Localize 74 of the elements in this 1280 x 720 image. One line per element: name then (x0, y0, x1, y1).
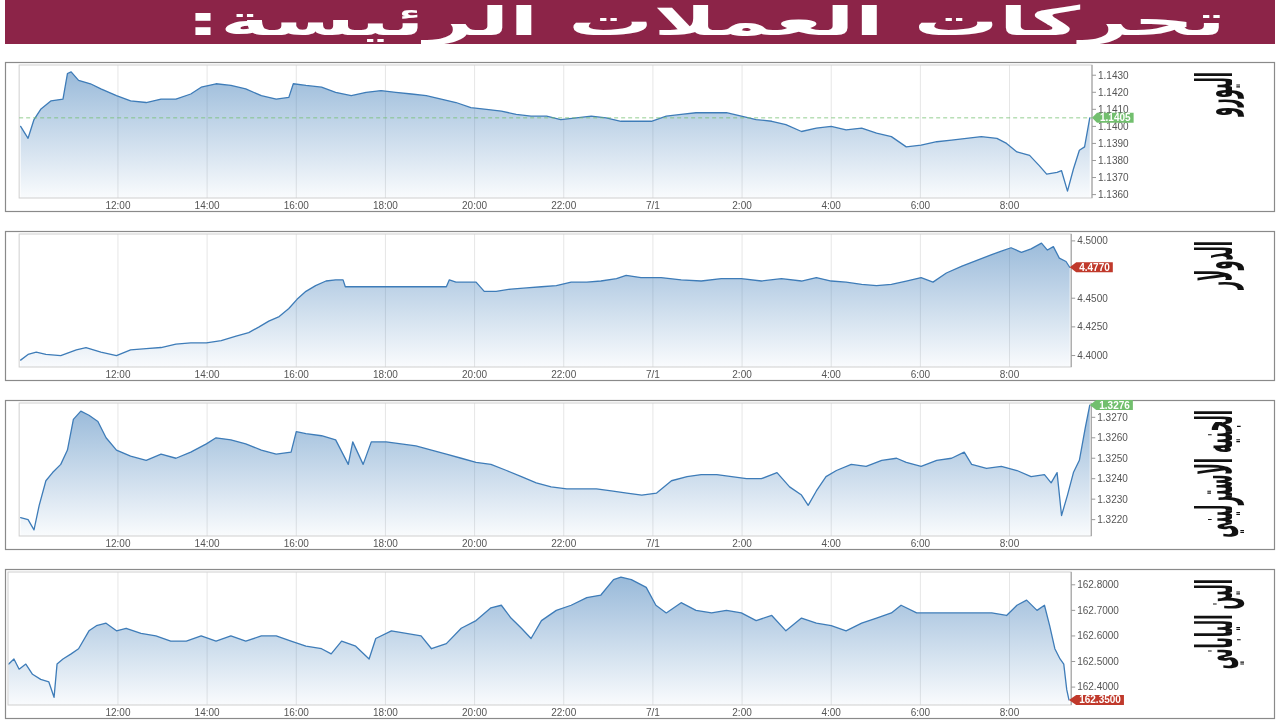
annotation: 162.3500 (1079, 694, 1122, 706)
x-tick-label: 2:00 (732, 707, 753, 718)
y-tick-label: 1.1370 (1098, 171, 1130, 183)
y-tick-label: 1.1380 (1098, 154, 1130, 166)
y-tick-label: 1.3250 (1097, 452, 1129, 464)
x-tick-label: 18:00 (372, 707, 399, 718)
x-tick-label: 4:00 (821, 200, 842, 211)
x-tick-label: 12:00 (105, 707, 131, 718)
x-tick-label: 2:00 (732, 538, 753, 549)
x-tick-label: 4:00 (821, 538, 842, 549)
x-tick-label: 18:00 (372, 369, 399, 380)
y-tick-label: 4.4250 (1077, 321, 1109, 333)
x-tick-label: 22:00 (551, 707, 577, 718)
x-tick-label: 6:00 (910, 200, 931, 211)
x-tick-label: 20:00 (462, 538, 488, 549)
x-tick-label: 4:00 (821, 707, 842, 718)
x-tick-label: 16:00 (283, 200, 310, 211)
y-tick-label: 4.4500 (1077, 292, 1109, 304)
x-tick-label: 16:00 (283, 538, 310, 549)
y-tick-label: 162.6000 (1077, 630, 1120, 642)
x-tick-label: 22:00 (551, 538, 577, 549)
x-tick-label: 14:00 (194, 369, 221, 380)
x-tick-label: 2:00 (732, 369, 753, 380)
x-tick-label: 20:00 (462, 707, 488, 718)
y-tick-label: 1.1430 (1098, 69, 1130, 81)
x-tick-label: 14:00 (194, 707, 221, 718)
x-tick-label: 20:00 (462, 369, 488, 380)
y-tick-label: 1.1410 (1098, 103, 1130, 115)
x-tick-label: 14:00 (194, 200, 221, 211)
x-tick-label: 14:00 (194, 538, 221, 549)
x-tick-label: 8:00 (999, 369, 1020, 380)
annotation: 4.4770 (1079, 261, 1111, 273)
x-tick-label: 22:00 (551, 369, 577, 380)
y-tick-label: 4.5000 (1077, 235, 1109, 247)
x-tick-label: 7/1 (645, 707, 661, 718)
y-tick-label: 1.1390 (1098, 137, 1130, 149)
y-tick-label: 1.3240 (1097, 473, 1129, 485)
x-tick-label: 6:00 (910, 538, 931, 549)
x-tick-label: 8:00 (999, 707, 1020, 718)
y-axis-title: الين الياباني (1185, 579, 1245, 670)
text: تحركات العملات الرئيسة: (186, 0, 1226, 46)
y-tick-label: 1.3230 (1097, 493, 1129, 505)
x-tick-label: 12:00 (105, 200, 131, 211)
y-tick-label: 1.1420 (1098, 86, 1130, 98)
y-tick-label: 162.8000 (1077, 579, 1120, 591)
y-tick-label: 1.3270 (1097, 411, 1129, 423)
x-tick-label: 20:00 (462, 200, 488, 211)
x-tick-label: 2:00 (732, 200, 753, 211)
y-axis-title: الدولار (1185, 241, 1245, 291)
x-tick-label: 7/1 (645, 369, 661, 380)
x-tick-label: 22:00 (551, 200, 577, 211)
y-tick-label: 1.1360 (1098, 188, 1130, 200)
x-tick-label: 18:00 (372, 200, 399, 211)
x-tick-label: 12:00 (105, 369, 131, 380)
y-tick-label: 162.4000 (1077, 681, 1120, 693)
x-tick-label: 6:00 (910, 707, 931, 718)
x-tick-label: 16:00 (283, 369, 310, 380)
y-tick-label: 1.3220 (1097, 514, 1129, 526)
x-tick-label: 16:00 (283, 707, 310, 718)
y-axis-title: اليورو (1185, 72, 1245, 118)
y-tick-label: 162.7000 (1077, 604, 1120, 616)
x-tick-label: 7/1 (645, 200, 661, 211)
y-tick-label: 1.3260 (1097, 432, 1129, 444)
y-tick-label: 4.4000 (1077, 349, 1109, 361)
x-tick-label: 4:00 (821, 369, 842, 380)
annotation: 1.3276 (1099, 399, 1131, 411)
x-tick-label: 18:00 (372, 538, 399, 549)
y-axis-title: الجنيه الاسترليني (1185, 410, 1245, 538)
x-tick-label: 7/1 (645, 538, 661, 549)
x-tick-label: 8:00 (999, 200, 1020, 211)
y-tick-label: 162.5000 (1077, 655, 1120, 667)
x-tick-label: 8:00 (999, 538, 1020, 549)
x-tick-label: 12:00 (105, 538, 131, 549)
x-tick-label: 6:00 (910, 369, 931, 380)
